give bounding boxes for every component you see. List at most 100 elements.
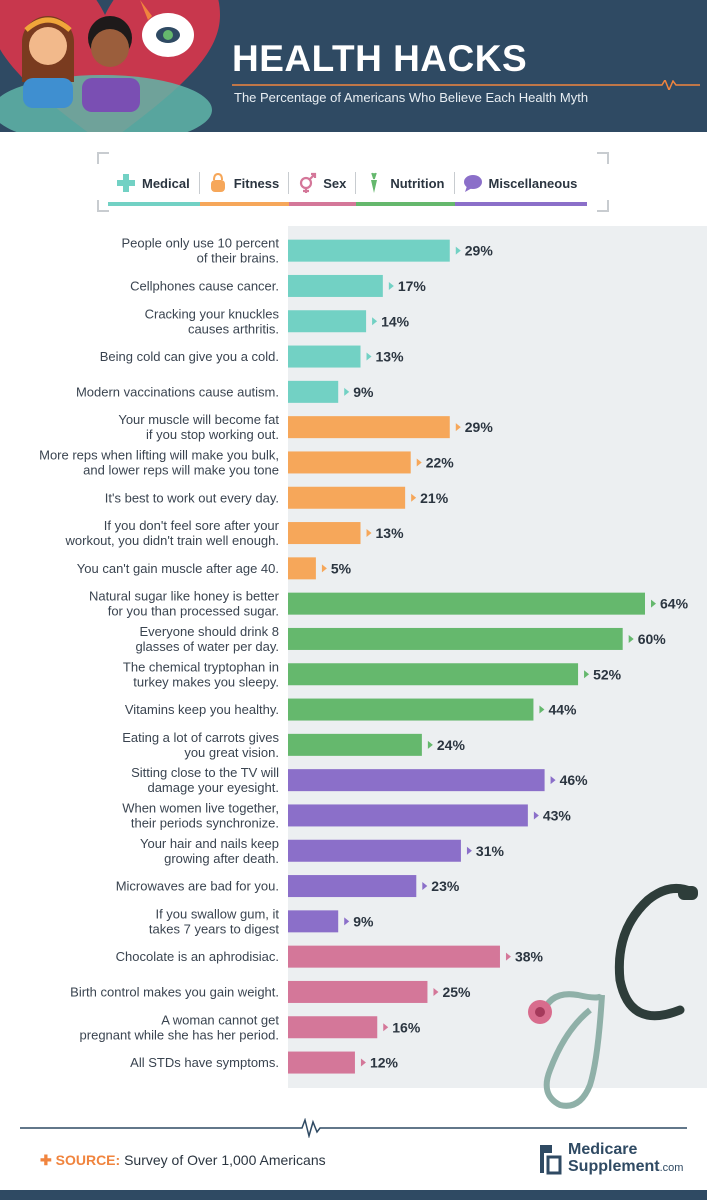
bar-pointer-19	[344, 917, 350, 926]
category-label-11: Everyone should drink 8 glasses of water …	[135, 624, 279, 654]
footer-heartbeat-line	[20, 1118, 687, 1138]
carrot-icon	[371, 172, 378, 193]
bar-pointer-22	[383, 1023, 389, 1032]
bar-16	[288, 804, 528, 827]
category-label-17: Your hair and nails keep growing after de…	[140, 836, 279, 866]
brand-logo-icon	[540, 1145, 562, 1175]
bar-23	[288, 1051, 355, 1074]
bar-17	[288, 839, 461, 862]
value-label-2: 14%	[381, 313, 410, 329]
gender-symbol-icon	[300, 172, 317, 193]
bar-3	[288, 345, 361, 368]
bar-18	[288, 875, 417, 898]
category-label-7: It's best to work out every day.	[105, 490, 279, 505]
bar-13	[288, 698, 534, 721]
category-label-9: You can't gain muscle after age 40.	[77, 561, 279, 576]
category-label-1: Cellphones cause cancer.	[130, 278, 279, 293]
value-label-23: 12%	[370, 1055, 399, 1071]
chart-legend: Medical Fitness Sex Nutrition Miscellane…	[108, 164, 588, 206]
legend-frame	[97, 152, 609, 212]
bar-pointer-9	[321, 564, 327, 573]
page-title: HEALTH HACKS	[232, 38, 528, 79]
legend-label-miscellaneous: Miscellaneous	[488, 175, 578, 191]
bar-14	[288, 733, 422, 756]
heartbeat-line-icon	[232, 80, 700, 90]
source-label: ✚ SOURCE:	[40, 1152, 121, 1168]
category-label-6: More reps when lifting will make you bul…	[39, 447, 279, 477]
bar-pointer-15	[550, 776, 556, 785]
value-label-18: 23%	[431, 878, 460, 894]
bar-8	[288, 522, 361, 545]
legend-label-sex: Sex	[323, 175, 347, 191]
brand-line1: Medicare	[568, 1141, 638, 1158]
legend-label-medical: Medical	[142, 175, 190, 191]
value-label-21: 25%	[442, 984, 471, 1000]
bar-pointer-10	[651, 599, 656, 608]
chart-background	[288, 226, 707, 1088]
stethoscope-icon	[528, 883, 698, 1109]
value-label-9: 5%	[331, 560, 352, 576]
value-label-14: 24%	[437, 737, 466, 753]
value-label-10: 64%	[660, 596, 689, 612]
header-banner: HEALTH HACKS The Percentage of Americans…	[0, 0, 707, 132]
bar-pointer-11	[628, 634, 634, 643]
bar-pointer-6	[416, 458, 422, 467]
bar-10	[288, 592, 645, 615]
bar-4	[288, 380, 339, 403]
value-label-6: 22%	[426, 454, 455, 470]
bar-21	[288, 980, 428, 1003]
bar-1	[288, 274, 383, 297]
value-label-8: 13%	[376, 525, 405, 541]
bar-pointer-4	[344, 387, 350, 396]
bar-pointer-12	[584, 670, 590, 679]
category-label-12: The chemical tryptophan in turkey makes y…	[123, 659, 279, 689]
bar-11	[288, 627, 623, 650]
legend-item-fitness: Fitness	[199, 164, 290, 206]
value-label-22: 16%	[392, 1019, 421, 1035]
category-label-2: Cracking your knuckles causes arthritis.	[145, 306, 280, 336]
legend-label-nutrition: Nutrition	[390, 175, 445, 191]
legend-item-medical: Medical	[108, 164, 200, 206]
bar-19	[288, 910, 339, 933]
bar-22	[288, 1016, 378, 1039]
category-label-14: Eating a lot of carrots gives you great v…	[122, 730, 279, 760]
value-label-13: 44%	[548, 702, 577, 718]
value-label-3: 13%	[376, 349, 405, 365]
category-label-4: Modern vaccinations cause autism.	[76, 384, 279, 399]
category-label-15: Sitting close to the TV will damage your …	[131, 765, 279, 795]
bar-pointer-14	[427, 740, 433, 749]
category-label-10: Natural sugar like honey is better for yo…	[89, 589, 280, 619]
value-label-11: 60%	[638, 631, 667, 647]
category-label-16: When women live together, their periods s…	[122, 800, 279, 830]
bar-pointer-1	[388, 281, 394, 290]
bar-pointer-8	[366, 529, 372, 538]
value-label-17: 31%	[476, 843, 505, 859]
value-label-20: 38%	[515, 949, 544, 965]
category-label-8: If you don't feel sore after your workout…	[65, 518, 280, 548]
page-subtitle: The Percentage of Americans Who Believe …	[234, 90, 589, 105]
bar-pointer-13	[539, 705, 545, 714]
medical-cross-icon	[117, 174, 135, 192]
value-label-5: 29%	[465, 419, 494, 435]
bar-6	[288, 451, 411, 474]
bar-2	[288, 310, 367, 333]
bar-7	[288, 486, 406, 509]
category-label-3: Being cold can give you a cold.	[100, 349, 279, 364]
category-label-5: Your muscle will become fat if you stop w…	[118, 412, 279, 442]
bar-pointer-5	[455, 423, 461, 432]
bar-pointer-16	[533, 811, 539, 820]
source-text: Survey of Over 1,000 Americans	[124, 1152, 326, 1168]
bar-12	[288, 663, 579, 686]
legend-item-sex: Sex	[289, 164, 357, 206]
bar-pointer-7	[411, 493, 417, 502]
legend-item-miscellaneous: Miscellaneous	[454, 164, 588, 206]
bottom-bar	[0, 1190, 707, 1200]
bar-pointer-17	[466, 846, 472, 855]
bar-pointer-20	[505, 952, 511, 961]
value-label-12: 52%	[593, 666, 622, 682]
category-label-21: Birth control makes you gain weight.	[70, 984, 279, 999]
value-label-7: 21%	[420, 490, 449, 506]
value-label-1: 17%	[398, 278, 427, 294]
value-label-4: 9%	[353, 384, 374, 400]
category-label-23: All STDs have symptoms.	[130, 1055, 279, 1070]
